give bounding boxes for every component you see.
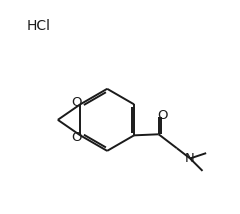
Text: O: O bbox=[71, 96, 82, 109]
Text: O: O bbox=[157, 108, 168, 122]
Text: N: N bbox=[185, 152, 195, 165]
Text: O: O bbox=[71, 131, 82, 144]
Text: HCl: HCl bbox=[27, 19, 51, 33]
